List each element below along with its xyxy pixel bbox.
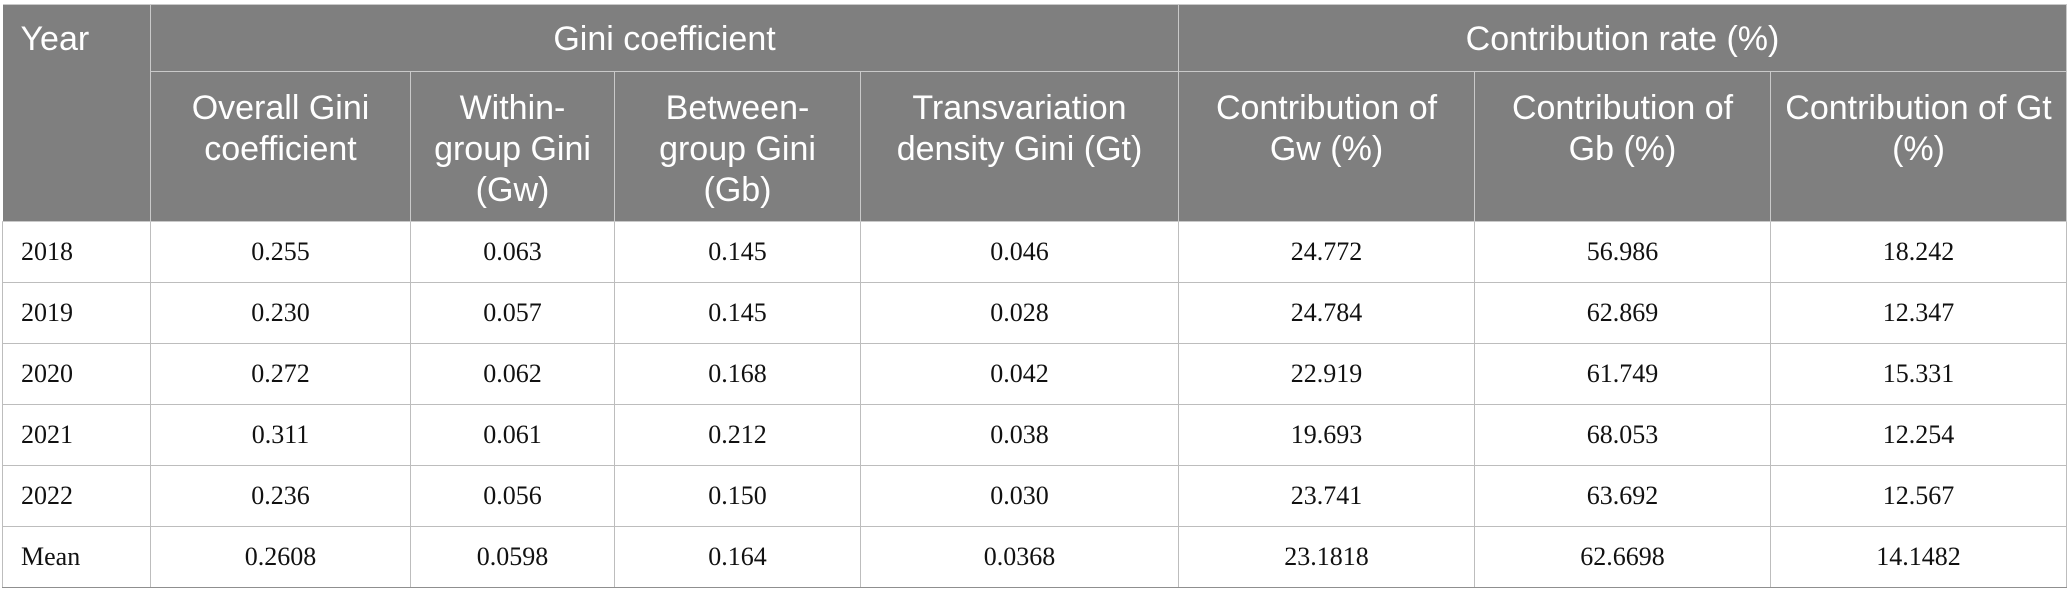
contribution-gw-cell: 23.1818 <box>1178 526 1476 588</box>
within-group-gini-cell: 0.061 <box>410 404 615 466</box>
overall-gini-cell: 0.2608 <box>150 526 411 588</box>
header-sub-row: Overall Gini coefficient Within-group Gi… <box>3 71 2068 222</box>
within-group-gini-cell: 0.057 <box>410 282 615 344</box>
contribution-gt-cell: 12.254 <box>1770 404 2068 466</box>
gini-decomposition-table: Year Gini coefficient Contribution rate … <box>2 4 2068 588</box>
contribution-gw-cell: 22.919 <box>1178 343 1476 405</box>
overall-gini-cell: 0.311 <box>150 404 411 466</box>
table-body: 2018 0.255 0.063 0.145 0.046 24.772 56.986 18.2… <box>2 221 2068 588</box>
year-cell: 2022 <box>2 465 151 527</box>
contribution-gt-cell: 12.567 <box>1770 465 2068 527</box>
within-group-gini-cell: 0.0598 <box>410 526 615 588</box>
within-group-gini-cell: 0.056 <box>410 465 615 527</box>
overall-gini-cell: 0.255 <box>150 221 411 283</box>
table-row: 2019 0.230 0.057 0.145 0.028 24.784 62.869 12.3… <box>2 282 2068 344</box>
contribution-rate-group-header: Contribution rate (%) <box>1178 4 2068 72</box>
gini-coefficient-group-header: Gini coefficient <box>149 4 1180 72</box>
year-cell: 2019 <box>2 282 151 344</box>
contribution-gb-cell: 63.692 <box>1474 465 1772 527</box>
year-cell: 2020 <box>2 343 151 405</box>
table-row: 2021 0.311 0.061 0.212 0.038 19.693 68.053 12.2… <box>2 404 2068 466</box>
contribution-gb-cell: 56.986 <box>1474 221 1772 283</box>
overall-gini-cell: 0.230 <box>150 282 411 344</box>
year-header: Year <box>2 4 151 222</box>
contribution-gt-header: Contribution of Gt (%) <box>1770 71 2068 222</box>
within-group-gini-cell: 0.063 <box>410 221 615 283</box>
contribution-gw-cell: 24.772 <box>1178 221 1476 283</box>
table-row: Mean 0.2608 0.0598 0.164 0.0368 23.1818 62.669… <box>2 526 2068 588</box>
table-row: 2020 0.272 0.062 0.168 0.042 22.919 61.749 15.3… <box>2 343 2068 405</box>
overall-gini-cell: 0.272 <box>150 343 411 405</box>
contribution-gb-cell: 61.749 <box>1474 343 1772 405</box>
transvariation-gini-cell: 0.038 <box>859 404 1180 466</box>
contribution-gt-cell: 15.331 <box>1770 343 2068 405</box>
contribution-gw-cell: 19.693 <box>1178 404 1476 466</box>
contribution-gb-cell: 68.053 <box>1474 404 1772 466</box>
contribution-gw-cell: 23.741 <box>1178 465 1476 527</box>
table-header: Year Gini coefficient Contribution rate … <box>2 4 2068 222</box>
between-group-gini-cell: 0.145 <box>614 282 861 344</box>
transvariation-gini-cell: 0.046 <box>859 221 1180 283</box>
transvariation-gini-cell: 0.0368 <box>859 526 1180 588</box>
transvariation-gini-cell: 0.028 <box>859 282 1180 344</box>
between-group-gini-cell: 0.212 <box>614 404 861 466</box>
transvariation-gini-header: Transvariation density Gini (Gt) <box>859 71 1180 222</box>
contribution-gw-header: Contribution of Gw (%) <box>1178 71 1476 222</box>
contribution-gt-cell: 14.1482 <box>1770 526 2068 588</box>
contribution-gt-cell: 12.347 <box>1770 282 2068 344</box>
overall-gini-cell: 0.236 <box>150 465 411 527</box>
contribution-gb-cell: 62.869 <box>1474 282 1772 344</box>
contribution-gb-header: Contribution of Gb (%) <box>1474 71 1772 222</box>
table-row: 2018 0.255 0.063 0.145 0.046 24.772 56.986 18.2… <box>2 221 2068 283</box>
header-group-row: Year Gini coefficient Contribution rate … <box>2 4 2068 222</box>
within-group-gini-cell: 0.062 <box>410 343 615 405</box>
year-cell: 2018 <box>2 221 151 283</box>
contribution-gb-cell: 62.6698 <box>1474 526 1772 588</box>
overall-gini-header: Overall Gini coefficient <box>150 71 411 222</box>
year-cell: Mean <box>2 526 151 588</box>
between-group-gini-cell: 0.150 <box>614 465 861 527</box>
year-cell: 2021 <box>2 404 151 466</box>
between-group-gini-cell: 0.145 <box>614 221 861 283</box>
table-row: 2022 0.236 0.056 0.150 0.030 23.741 63.692 12.5… <box>2 465 2068 527</box>
within-group-gini-header: Within-group Gini (Gw) <box>410 71 615 222</box>
between-group-gini-cell: 0.164 <box>614 526 861 588</box>
transvariation-gini-cell: 0.042 <box>859 343 1180 405</box>
between-group-gini-cell: 0.168 <box>614 343 861 405</box>
contribution-gw-cell: 24.784 <box>1178 282 1476 344</box>
contribution-gt-cell: 18.242 <box>1770 221 2068 283</box>
between-group-gini-header: Between-group Gini (Gb) <box>614 71 861 222</box>
transvariation-gini-cell: 0.030 <box>859 465 1180 527</box>
